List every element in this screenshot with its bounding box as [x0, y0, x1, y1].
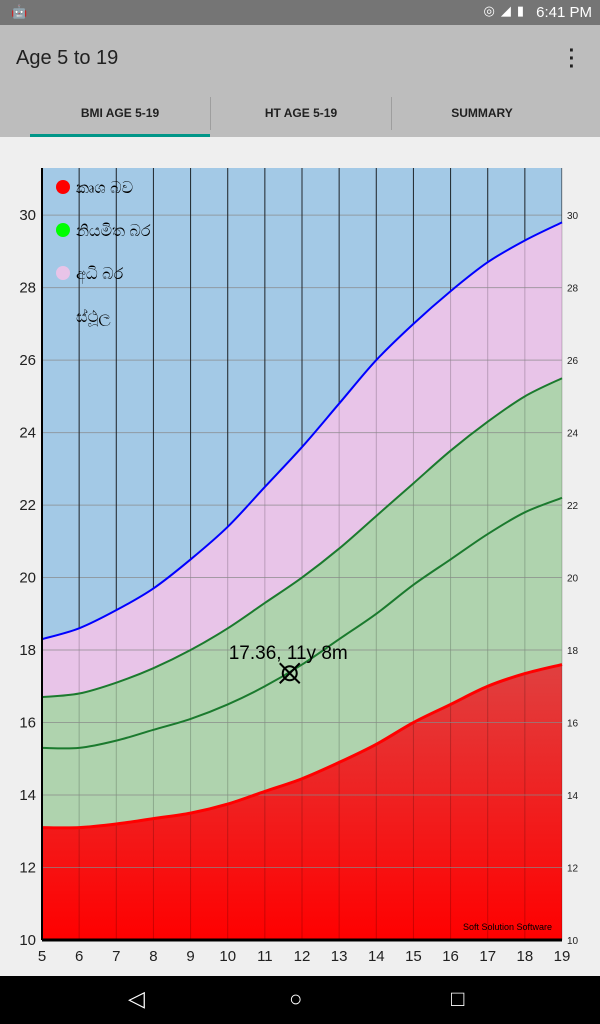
legend-swatch	[56, 266, 70, 280]
y-tick-label-left: 12	[19, 860, 36, 877]
y-tick-label-right: 20	[567, 574, 579, 585]
series-line-median	[41, 496, 563, 750]
y-tick-label-left: 18	[19, 642, 36, 659]
y-tick-label-right: 10	[567, 936, 579, 947]
legend-swatch	[56, 180, 70, 194]
status-icons: ◎◢▮	[484, 3, 531, 19]
tab-divider	[210, 97, 211, 130]
app-bar: Age 5 to 19 · · · BMI AGE 5-19 HT AGE 5-19…	[0, 25, 600, 137]
tab-height[interactable]: HT AGE 5-19	[264, 106, 338, 120]
y-tick-label-left: 24	[19, 425, 36, 442]
home-icon[interactable]: ○	[289, 986, 303, 1011]
y-tick-label-right: 14	[567, 791, 579, 802]
tab-indicator	[30, 134, 210, 137]
y-tick-label-left: 26	[19, 352, 36, 369]
tab-divider	[391, 97, 392, 130]
android-icon: 🤖	[11, 4, 28, 19]
more-vert-icon[interactable]: · · ·	[568, 40, 576, 78]
underweight-area	[42, 664, 562, 940]
x-tick-label: 15	[405, 948, 422, 965]
y-tick-label-right: 12	[567, 864, 579, 875]
y-tick-label-left: 10	[19, 932, 36, 949]
battery-charging-icon: ▮	[516, 3, 530, 18]
x-tick-label: 7	[112, 948, 120, 965]
x-tick-label: 6	[75, 948, 83, 965]
x-tick-label: 11	[257, 948, 273, 965]
y-tick-label-left: 28	[19, 280, 36, 297]
y-tick-label-left: 16	[19, 715, 36, 732]
page-title: Age 5 to 19	[16, 47, 119, 69]
legend-label: කෘශ බව	[76, 180, 133, 197]
legend-label: අධි බර	[76, 266, 124, 284]
series-line-overweight-upper	[41, 221, 563, 641]
back-icon[interactable]: ◁	[128, 986, 145, 1011]
status-time: 6:41 PM	[536, 4, 592, 21]
legend-label: නියමිත බර	[76, 223, 151, 240]
x-tick-label: 9	[186, 948, 194, 965]
signal-3g-icon: ◢	[500, 3, 517, 18]
x-tick-label: 18	[517, 948, 534, 965]
point-label: 17.36, 11y 8m	[229, 643, 348, 664]
hotspot-icon: ◎	[483, 3, 501, 18]
y-tick-label-right: 26	[567, 356, 579, 367]
y-tick-label-left: 30	[19, 207, 36, 224]
x-tick-label: 12	[294, 948, 311, 965]
x-tick-label: 17	[479, 948, 496, 965]
y-tick-label-left: 20	[19, 570, 36, 587]
y-tick-label-right: 18	[567, 646, 579, 657]
y-tick-label-left: 14	[19, 787, 36, 804]
point-marker-x	[279, 662, 301, 684]
series-line-underweight-upper	[41, 663, 563, 830]
x-tick-label: 19	[554, 948, 571, 965]
x-tick-label: 14	[368, 948, 385, 965]
recents-icon[interactable]: □	[451, 986, 465, 1011]
crosshair-x-icon	[281, 665, 298, 682]
series-line-normal-upper	[41, 377, 563, 699]
status-bar: 🤖 ◎◢▮ 6:41 PM	[0, 0, 600, 25]
tab-bmi[interactable]: BMI AGE 5-19	[80, 106, 160, 120]
x-tick-label: 5	[38, 948, 46, 965]
y-tick-label-right: 22	[567, 501, 579, 512]
y-tick-label-right: 16	[567, 719, 579, 730]
bmi-chart: 5 6 7 8 9 10 11 12 13 14 15 16 17 18 19101214161820222…	[19, 168, 579, 965]
nav-bar: ◁ ○ □	[0, 976, 600, 1024]
x-tick-label: 8	[149, 948, 157, 965]
watermark: Soft Solution Software	[463, 922, 552, 932]
x-tick-label: 10	[219, 948, 236, 965]
y-tick-label-right: 24	[567, 429, 579, 440]
tab-summary[interactable]: SUMMARY	[451, 106, 513, 120]
x-tick-label: 13	[331, 948, 348, 965]
y-tick-label-left: 22	[19, 497, 36, 514]
legend-swatch	[56, 223, 70, 237]
x-tick-label: 16	[442, 948, 459, 965]
y-tick-label-right: 30	[567, 211, 579, 222]
legend-label: ස්ථූල	[76, 308, 111, 327]
legend-swatch	[56, 309, 70, 323]
y-tick-label-right: 28	[567, 284, 579, 295]
